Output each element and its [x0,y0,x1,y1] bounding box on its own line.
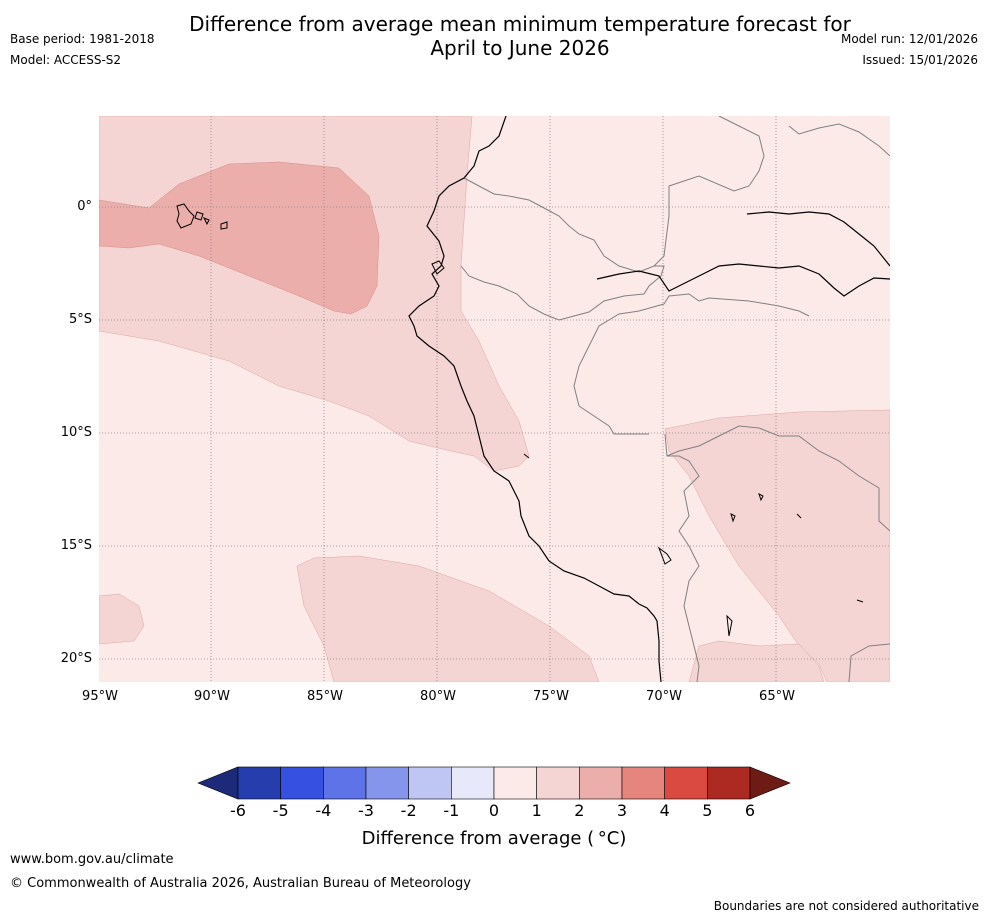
lon-label-65w: 65°W [759,689,795,704]
lat-label-5s: 5°S [68,312,92,327]
base-period: Base period: 1981-2018 [10,32,155,46]
title-line-2: April to June 2026 [430,36,610,60]
anomaly-1-2-region-west [98,593,145,645]
colorbar-tick-label: 4 [659,801,670,820]
lon-label-80w: 80°W [420,689,456,704]
colorbar-tick-label: -1 [443,801,460,820]
lon-label-75w: 75°W [533,689,569,704]
colorbar-tick-label: 2 [574,801,585,820]
colorbar-bin [536,766,580,800]
meta-right: Model run: 12/01/2026 Issued: 15/01/2026 [841,32,978,74]
footer-copyright: © Commonwealth of Australia 2026, Austra… [10,876,471,891]
colorbar-tick-label: 3 [616,801,628,820]
colorbar-bin [621,766,665,800]
colorbar-bin [451,766,495,800]
colorbar-arrow-low [197,766,239,800]
meta-left: Base period: 1981-2018 Model: ACCESS-S2 [10,32,155,74]
colorbar-arrow-high [749,766,791,800]
colorbar-tick-label: -2 [400,801,417,820]
chart-title: Difference from average mean minimum tem… [150,12,890,60]
colorbar-tick-label: -6 [230,801,246,820]
colorbar-bin [579,766,623,800]
lat-label-10s: 10°S [60,425,92,440]
colorbar-tick-label: -5 [272,801,289,820]
colorbar-bin [493,766,537,800]
forecast-map [98,115,891,683]
lat-label-20s: 20°S [60,651,92,666]
lon-label-90w: 90°W [194,689,230,704]
lon-label-95w: 95°W [82,689,118,704]
issued-date: Issued: 15/01/2026 [862,53,978,67]
gridlines [99,116,890,682]
model-run: Model run: 12/01/2026 [840,32,978,46]
anomaly-1-2-region-south [296,555,600,683]
lat-label-0: 0° [77,199,92,214]
islands-and-lakes [176,203,864,637]
colorbar-bin [323,766,367,800]
country-borders [460,115,891,683]
colorbar-bin [237,766,281,800]
footer-disclaimer: Boundaries are not considered authoritat… [713,899,979,913]
colorbar-tick-label: -3 [358,801,374,820]
lat-label-15s: 15°S [60,538,92,553]
lon-label-85w: 85°W [307,689,343,704]
model-name: Model: ACCESS-S2 [10,53,122,67]
coastline [408,115,891,683]
colorbar-svg [197,766,791,800]
map-svg [98,115,891,683]
colorbar-bin [408,766,452,800]
lon-label-70w: 70°W [646,689,682,704]
colorbar-bin [280,766,324,800]
colorbar-tick-label: 0 [488,801,500,820]
colorbar-tick-label: -4 [315,801,332,820]
colorbar-label: Difference from average ( °C) [361,828,627,849]
colorbar-bin [664,766,708,800]
footer-url[interactable]: www.bom.gov.au/climate [10,852,174,867]
colorbar-bin [707,766,751,800]
colorbar [196,766,792,800]
colorbar-tick-label: 5 [702,801,713,820]
anomaly-2-3-region [98,161,380,315]
colorbar-tick-label: 1 [531,801,542,820]
title-line-1: Difference from average mean minimum tem… [189,12,851,36]
colorbar-tick-label: 6 [744,801,756,820]
colorbar-bin [365,766,409,800]
